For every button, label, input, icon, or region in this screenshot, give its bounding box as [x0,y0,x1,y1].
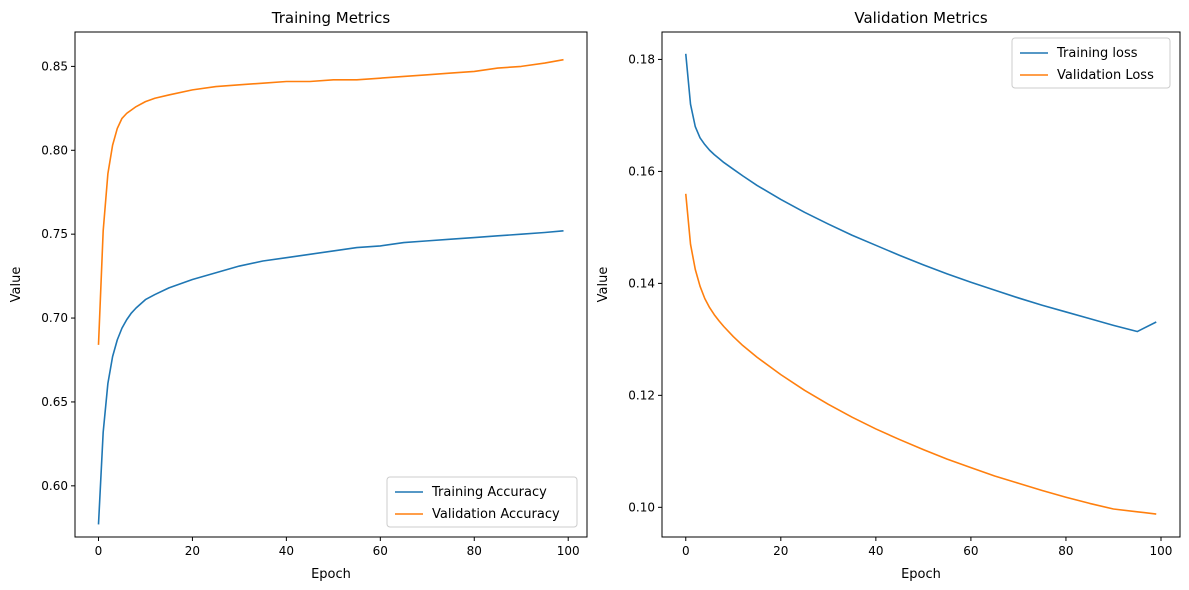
x-tick-label: 20 [185,544,200,558]
x-tick-label: 40 [279,544,294,558]
legend: Training loss Validation Loss [1011,37,1171,89]
plot-frame [661,31,1181,538]
y-tick-label: 0.14 [628,276,655,290]
x-tick-label: 0 [95,544,103,558]
x-tick-label: 60 [963,544,978,558]
y-tick-label: 0.12 [628,388,655,402]
x-tick-label: 40 [868,544,883,558]
chart-panel-1: Training Metrics 0 20 40 60 80 100 0.60 0.65 0.70… [9,9,588,582]
x-tick-label: 60 [373,544,388,558]
chart-title: Training Metrics [271,9,391,27]
x-tick-label: 100 [1150,544,1173,558]
y-tick-label: 0.18 [628,52,655,66]
x-tick-label: 80 [467,544,482,558]
y-tick-label: 0.10 [628,500,655,514]
x-tick-label: 80 [1058,544,1073,558]
series-line-2 [684,193,1157,515]
x-axis-label: Epoch [901,567,941,582]
chart-title: Validation Metrics [854,9,987,27]
series-line-2 [97,58,564,345]
legend-label-1: Training Accuracy [431,485,547,500]
legend-label-1: Training loss [1056,46,1138,61]
y-tick-label: 0.70 [41,311,68,325]
x-axis-label: Epoch [311,567,351,582]
y-axis-label: Value [9,267,24,303]
series-line-1 [97,230,564,525]
x-tick-label: 100 [557,544,580,558]
y-tick-label: 0.85 [41,59,68,73]
legend-label-2: Validation Accuracy [432,507,560,522]
legend-box [386,476,578,528]
legend-box [1011,37,1171,89]
y-tick-label: 0.75 [41,227,68,241]
chart-panel-2: Validation Metrics 0 20 40 60 80 100 0.10 0.12 0.… [596,9,1181,582]
x-tick-label: 20 [773,544,788,558]
y-tick-label: 0.60 [41,479,68,493]
plot-frame [74,31,588,538]
legend-label-2: Validation Loss [1057,68,1154,83]
y-tick-label: 0.16 [628,164,655,178]
x-tick-label: 0 [682,544,690,558]
y-axis-label: Value [596,267,611,303]
series-line-1 [684,53,1157,333]
legend: Training Accuracy Validation Accuracy [386,476,578,528]
y-tick-label: 0.80 [41,143,68,157]
y-tick-label: 0.65 [41,395,68,409]
